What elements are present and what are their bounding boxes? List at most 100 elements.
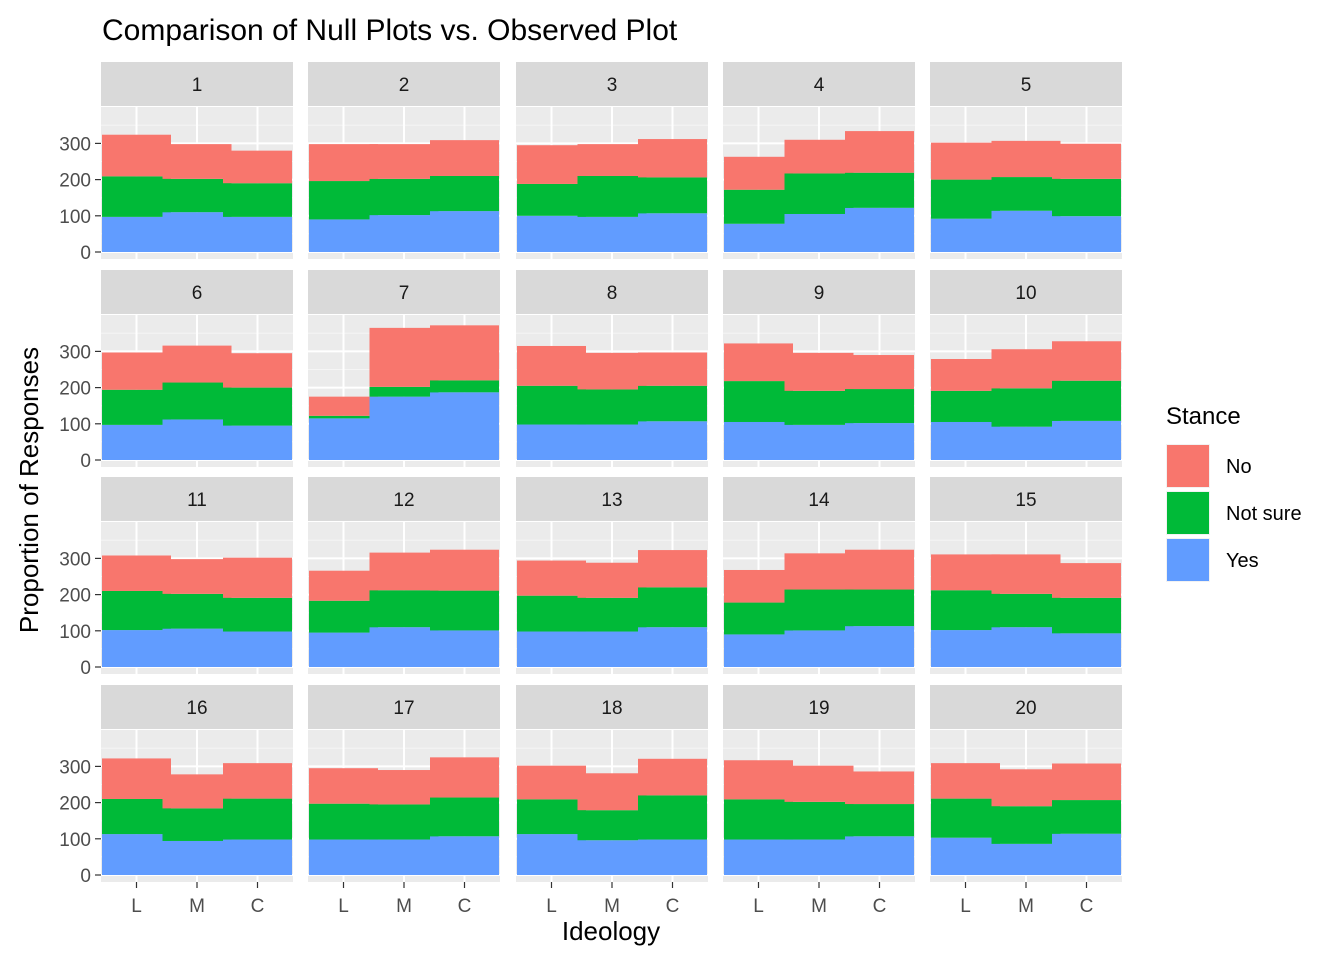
bar-segment bbox=[638, 385, 707, 422]
bar-segment bbox=[784, 173, 854, 214]
facet-strip-label: 19 bbox=[808, 698, 829, 719]
legend-swatch bbox=[1167, 539, 1209, 581]
bar-segment bbox=[1052, 216, 1121, 252]
bar-segment bbox=[784, 213, 854, 252]
bar-segment bbox=[102, 758, 171, 799]
bar-segment bbox=[638, 177, 707, 214]
bar-segment bbox=[162, 178, 232, 213]
bar-segment bbox=[223, 387, 292, 426]
bar-segment bbox=[845, 131, 914, 173]
y-axis-title: Proportion of Responses bbox=[14, 347, 44, 633]
legend: Stance No Not sure Yes bbox=[1166, 403, 1302, 582]
bar-segment bbox=[931, 218, 1000, 252]
bar-segment bbox=[991, 843, 1061, 875]
x-tick-label: C bbox=[458, 896, 472, 917]
facet-strip-label: 6 bbox=[192, 283, 203, 304]
bar-segment bbox=[369, 215, 439, 252]
facet-strip bbox=[930, 270, 1122, 314]
facet-panel: 15 bbox=[930, 477, 1122, 674]
bar-segment bbox=[638, 758, 707, 796]
bar-segment bbox=[369, 627, 439, 667]
bar-segment bbox=[1052, 597, 1121, 634]
bar-segment bbox=[845, 804, 914, 837]
bar-segment bbox=[638, 587, 707, 628]
bar-segment bbox=[577, 216, 647, 252]
y-tick-label: 200 bbox=[59, 171, 91, 192]
bar-segment bbox=[430, 549, 499, 591]
x-tick-label: L bbox=[753, 896, 764, 917]
legend-title: Stance bbox=[1166, 403, 1241, 430]
bar-segment bbox=[1052, 833, 1121, 875]
chart-title: Comparison of Null Plots vs. Observed Pl… bbox=[102, 14, 678, 47]
bar-segment bbox=[638, 213, 707, 252]
facet-strip-label: 7 bbox=[399, 283, 410, 304]
bar-segment bbox=[724, 760, 793, 800]
bar-segment bbox=[1052, 380, 1121, 421]
facet-strip bbox=[516, 685, 708, 729]
bar-segment bbox=[931, 763, 1000, 799]
bar-segment bbox=[638, 352, 707, 386]
bar-segment bbox=[517, 560, 586, 596]
y-tick-label: 300 bbox=[59, 757, 91, 778]
facet-strip bbox=[930, 62, 1122, 106]
x-tick-label: C bbox=[1080, 896, 1094, 917]
legend-swatch bbox=[1167, 445, 1209, 487]
bar-segment bbox=[845, 589, 914, 627]
facet-strip bbox=[723, 685, 915, 729]
bar-segment bbox=[162, 808, 232, 841]
bar-segment bbox=[309, 570, 378, 601]
bar-segment bbox=[517, 345, 586, 386]
bar-segment bbox=[724, 381, 793, 422]
bar-segment bbox=[638, 839, 707, 875]
bar-segment bbox=[102, 216, 171, 252]
x-tick-label: M bbox=[811, 896, 827, 917]
facet-strip-label: 17 bbox=[393, 698, 414, 719]
bar-segment bbox=[638, 795, 707, 840]
bar-segment bbox=[223, 557, 292, 598]
bar-segment bbox=[369, 770, 439, 805]
legend-label: Not sure bbox=[1226, 503, 1302, 525]
facet-strip bbox=[516, 62, 708, 106]
facet-strip-label: 8 bbox=[607, 283, 618, 304]
bar-segment bbox=[845, 355, 914, 390]
bar-segment bbox=[102, 798, 171, 835]
bar-segment bbox=[309, 600, 378, 633]
bar-segment bbox=[931, 554, 1000, 591]
facet-panel: 1 0 100 200 300 bbox=[59, 62, 293, 264]
facet-strip bbox=[723, 270, 915, 314]
bar-segment bbox=[724, 839, 793, 875]
facet-strip-label: 15 bbox=[1015, 490, 1036, 511]
legend-entry: No bbox=[1166, 444, 1252, 488]
bar-segment bbox=[724, 189, 793, 224]
facet-strip-label: 12 bbox=[393, 490, 414, 511]
facet-strip bbox=[308, 477, 500, 521]
bar-segment bbox=[223, 353, 292, 388]
facet-strip-label: 20 bbox=[1015, 698, 1036, 719]
facet-panel: 19 L M C bbox=[723, 685, 915, 917]
bar-segment bbox=[1052, 341, 1121, 381]
bar-segment bbox=[991, 593, 1061, 628]
facet-strip bbox=[101, 62, 293, 106]
bar-segment bbox=[430, 797, 499, 837]
facet-strip bbox=[723, 477, 915, 521]
bar-segment bbox=[931, 179, 1000, 219]
bar-segment bbox=[309, 144, 378, 182]
x-tick-label: C bbox=[666, 896, 680, 917]
bar-segment bbox=[223, 631, 292, 667]
x-tick-label: L bbox=[131, 896, 142, 917]
x-tick-label: M bbox=[189, 896, 205, 917]
x-tick-label: L bbox=[546, 896, 557, 917]
legend-entry: Yes bbox=[1166, 538, 1259, 582]
facet-panel: 10 bbox=[930, 270, 1122, 467]
bar-segment bbox=[309, 181, 378, 220]
bar-segment bbox=[517, 424, 586, 460]
x-axis-title: Ideology bbox=[562, 916, 660, 946]
bar-segment bbox=[577, 631, 647, 667]
facet-strip-label: 2 bbox=[399, 75, 410, 96]
bar-segment bbox=[784, 553, 854, 590]
facet-strip bbox=[308, 270, 500, 314]
bar-segment bbox=[638, 627, 707, 667]
legend-label: Yes bbox=[1226, 550, 1259, 572]
bar-segment bbox=[517, 631, 586, 667]
bar-segment bbox=[223, 839, 292, 875]
